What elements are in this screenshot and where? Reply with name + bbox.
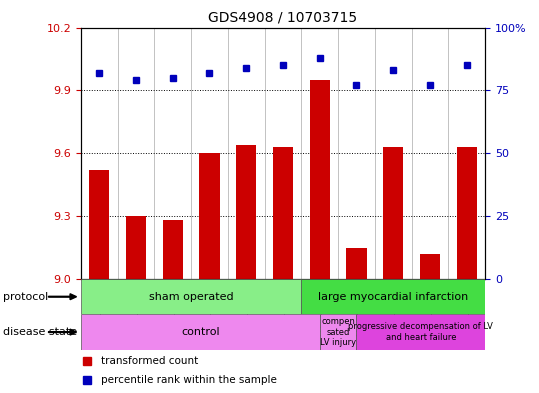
Text: transformed count: transformed count <box>101 356 198 365</box>
Bar <box>356 314 485 350</box>
Text: control: control <box>181 327 219 337</box>
Text: large myocardial infarction: large myocardial infarction <box>318 292 468 302</box>
Bar <box>236 145 257 279</box>
Bar <box>199 153 219 279</box>
Bar <box>347 248 367 279</box>
Title: GDS4908 / 10703715: GDS4908 / 10703715 <box>209 11 357 25</box>
Bar <box>81 314 320 350</box>
Bar <box>320 314 356 350</box>
Bar <box>273 147 293 279</box>
Bar <box>163 220 183 279</box>
Text: percentile rank within the sample: percentile rank within the sample <box>101 375 277 385</box>
Bar <box>383 147 403 279</box>
Bar <box>301 279 485 314</box>
Text: progressive decompensation of LV
and heart failure: progressive decompensation of LV and hea… <box>348 322 493 342</box>
Bar <box>81 279 301 314</box>
Text: protocol: protocol <box>3 292 48 302</box>
Text: sham operated: sham operated <box>149 292 233 302</box>
Bar <box>89 170 109 279</box>
Text: disease state: disease state <box>3 327 77 337</box>
Bar <box>309 80 330 279</box>
Bar <box>420 254 440 279</box>
Bar <box>457 147 477 279</box>
Text: compen
sated
LV injury: compen sated LV injury <box>320 317 356 347</box>
Bar <box>126 216 146 279</box>
